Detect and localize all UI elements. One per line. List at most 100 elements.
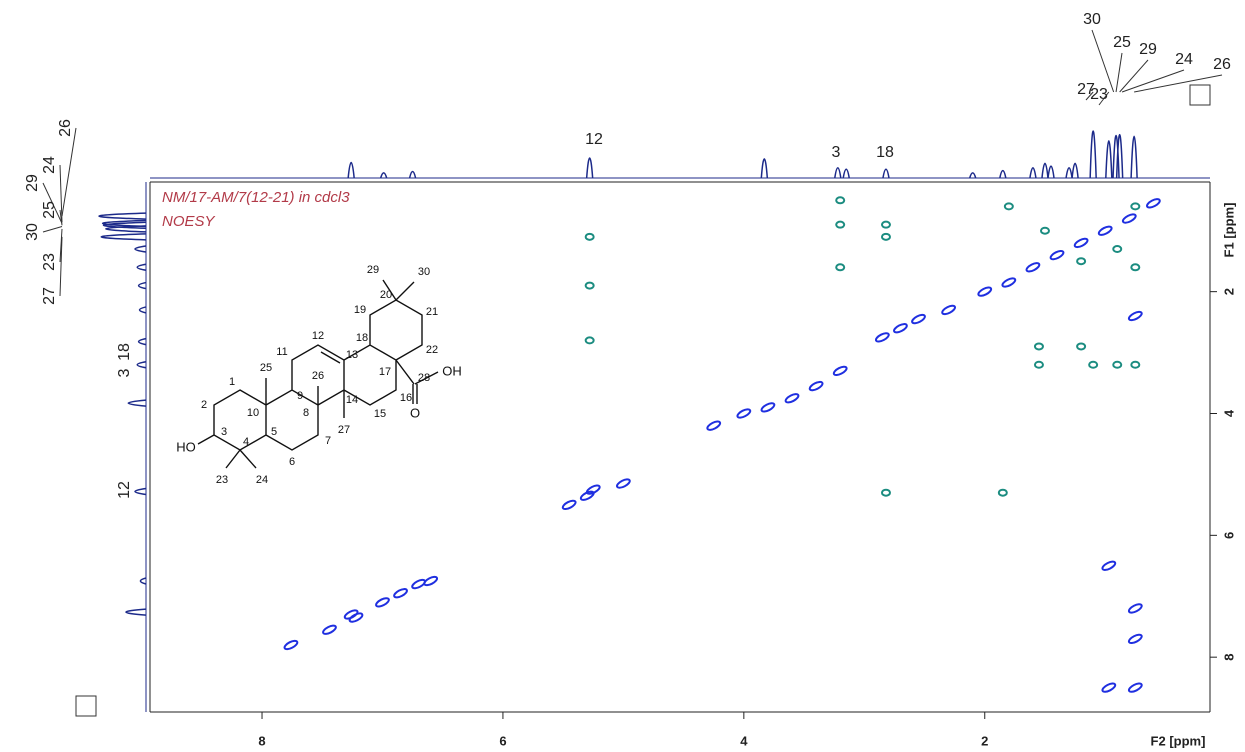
peak-label: 30 (1083, 11, 1101, 28)
peak-label: 24 (1175, 51, 1193, 68)
projection-peak (134, 487, 147, 496)
cross-peak (1076, 257, 1087, 266)
diagonal-peak (736, 408, 752, 419)
peak-label: 3 (832, 144, 841, 161)
atom-label: 5 (271, 426, 277, 438)
projection-peak (137, 337, 147, 346)
cross-peak (880, 232, 891, 241)
cross-peak (1033, 342, 1044, 351)
peak-leader (61, 127, 77, 217)
cross-peak (1076, 342, 1087, 351)
cross-peak (880, 220, 891, 229)
projection-peak (1089, 130, 1097, 179)
diagonal-peak (1025, 262, 1041, 273)
atom-label: OH (442, 363, 462, 378)
atom-label: 14 (346, 394, 358, 406)
cross-peak (584, 336, 595, 345)
peak-label: 23 (1090, 86, 1108, 103)
projection-peak (136, 361, 147, 369)
projection-peak (882, 168, 890, 179)
peak-leader (59, 164, 63, 223)
projection-peak (1130, 135, 1138, 179)
atom-label: 4 (243, 436, 249, 448)
cross-peak (1112, 245, 1123, 254)
projection-peak (103, 221, 147, 230)
diagonal-peak (874, 332, 890, 343)
projection-peak (968, 172, 977, 179)
cross-peak (1088, 360, 1099, 369)
peak-leader (59, 209, 63, 226)
diagonal-peak (911, 313, 926, 325)
atom-label: 7 (325, 435, 331, 447)
atom-label: 10 (247, 407, 259, 419)
peak-leader (59, 236, 63, 297)
cross-peak (584, 281, 595, 290)
cross-peak (1130, 263, 1141, 272)
cross-peak (1033, 360, 1044, 369)
atom-label: O (410, 405, 420, 420)
diagonal-peak (348, 612, 364, 623)
peak-label: 18 (876, 144, 894, 161)
diagonal-peak (375, 597, 390, 608)
atom-label: 15 (374, 408, 386, 420)
peak-leader (1091, 29, 1115, 93)
atom-label: 9 (297, 390, 303, 402)
cross-peak (880, 488, 891, 497)
atom-label: 21 (426, 306, 438, 318)
projection-peak (125, 608, 147, 616)
projection-peak (1115, 134, 1124, 179)
corner-box (1189, 84, 1211, 106)
atom-label: 19 (354, 304, 366, 316)
diagonal-peak (585, 484, 601, 495)
peak-leader (42, 225, 63, 233)
cross-peak (1039, 226, 1050, 235)
projection-peak (585, 157, 594, 179)
projection-peak (1047, 165, 1055, 179)
peak-leader (1098, 91, 1110, 106)
atom-label: 1 (229, 376, 235, 388)
peak-leader (1115, 52, 1123, 93)
peak-label: 27 (41, 287, 58, 305)
atom-label: 20 (380, 289, 392, 301)
diagonal-peak (760, 402, 776, 413)
diagonal-peak (1127, 310, 1143, 322)
peak-label: 25 (41, 201, 58, 219)
annotation: NOESY (162, 213, 216, 230)
y-axis-label: F1 [ppm] (1221, 203, 1236, 258)
diagonal-peak (706, 420, 722, 431)
diagonal-peak (616, 478, 631, 489)
atom-label: 22 (426, 344, 438, 356)
atom-label: 27 (338, 424, 350, 436)
diagonal-peak (808, 380, 824, 392)
projection-peak (379, 172, 388, 179)
atom-label: 2 (201, 399, 207, 411)
projection-peak (347, 161, 355, 179)
atom-label: 26 (312, 370, 324, 382)
atom-label: HO (176, 439, 196, 454)
y-tick-label: 4 (1221, 409, 1236, 417)
diagonal-peak (1127, 633, 1143, 645)
x-axis-label: F2 [ppm] (1151, 733, 1206, 748)
projection-peak (1041, 162, 1049, 179)
cross-peak (835, 263, 846, 272)
cross-peak (997, 488, 1008, 497)
peak-label: 30 (24, 223, 41, 241)
annotation: NM/17-AM/7(12-21) in cdcl3 (162, 189, 350, 206)
diagonal-peak (1127, 603, 1143, 614)
atom-label: 24 (256, 474, 268, 486)
projection-peak (834, 167, 842, 179)
projection-peak (100, 233, 147, 241)
projection-peak (105, 225, 147, 233)
diagonal-peak (1127, 682, 1143, 693)
peak-label: 12 (585, 131, 603, 148)
diagonal-peak (1073, 237, 1089, 249)
diagonal-peak (977, 286, 993, 297)
peak-label: 29 (1139, 41, 1157, 58)
projection-peak (139, 577, 147, 585)
structure-bonds (197, 279, 439, 469)
atom-label: 17 (379, 366, 391, 378)
projection-peak (1112, 135, 1120, 179)
diagonal-peak (893, 323, 908, 334)
projection-peak (127, 399, 147, 407)
